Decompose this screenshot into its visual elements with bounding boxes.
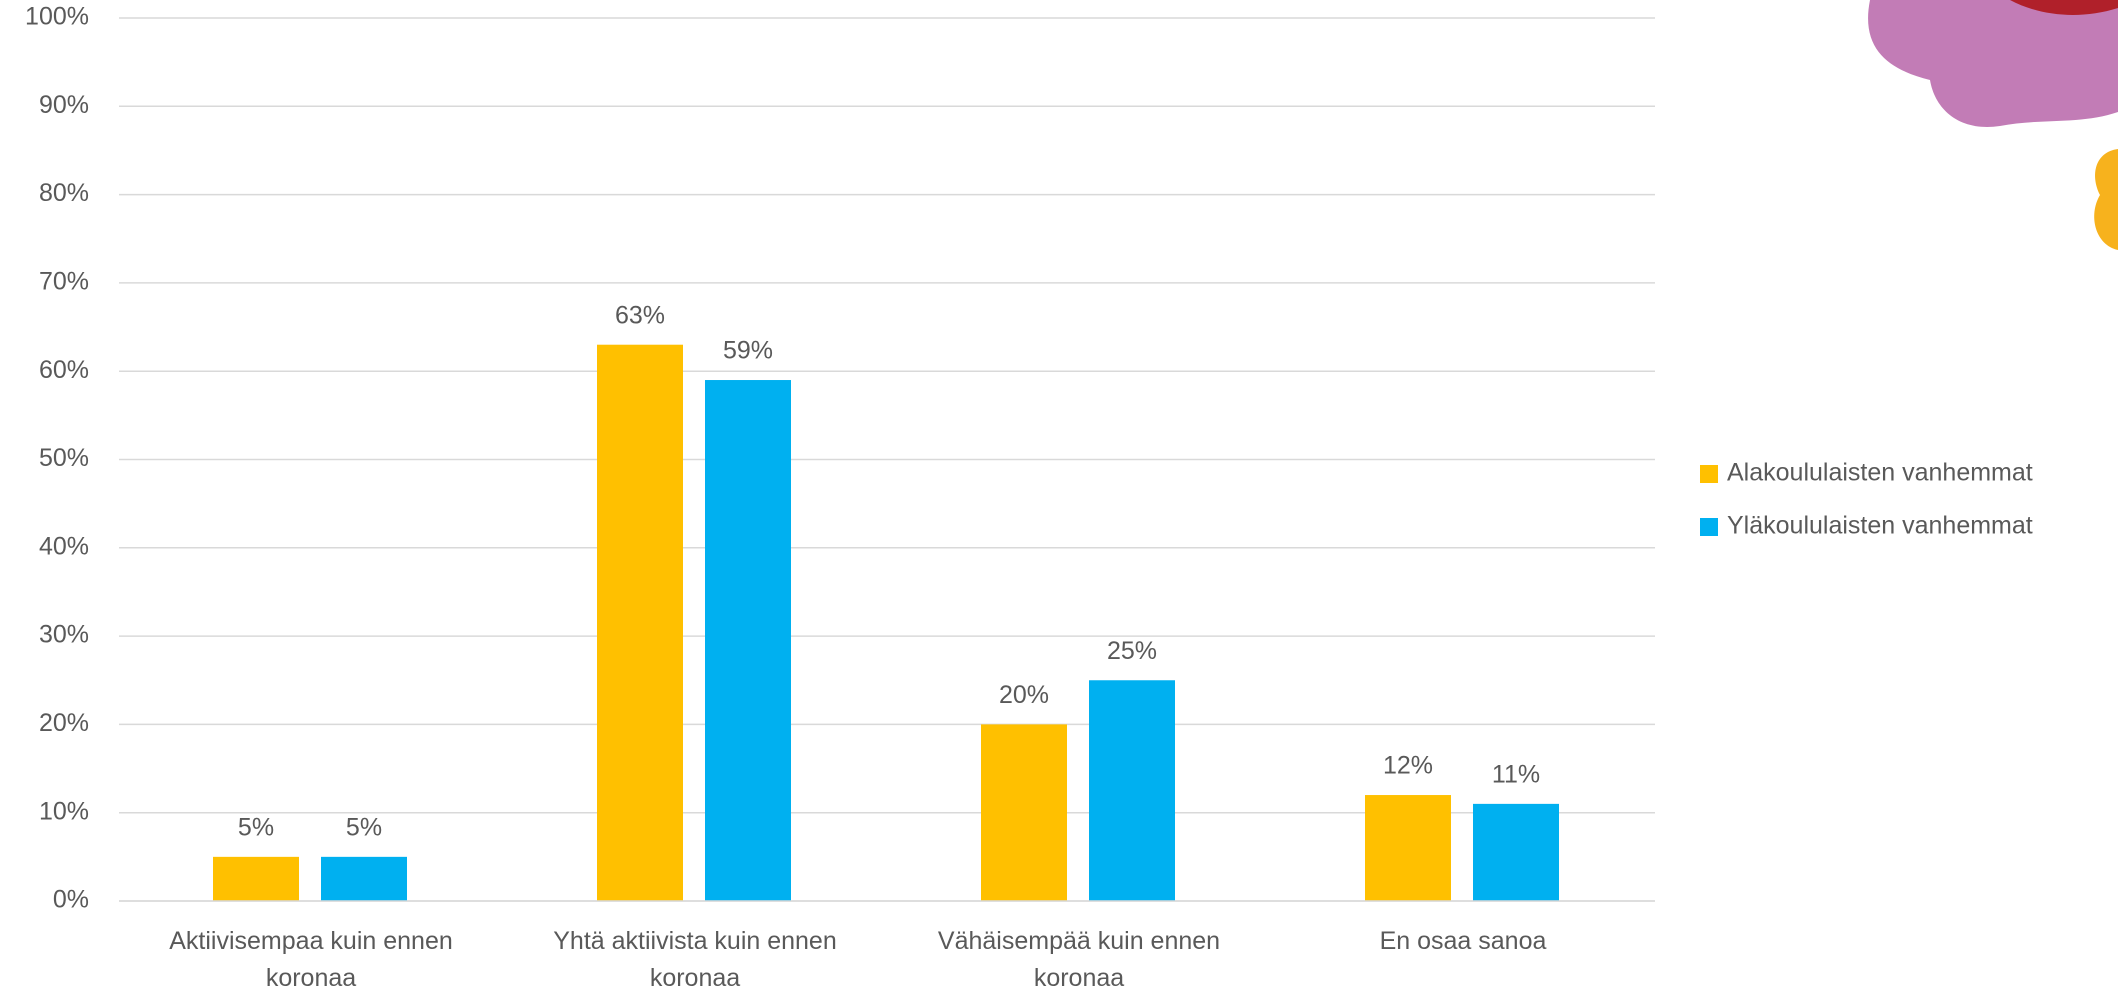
data-label: 5% [346,813,382,841]
y-tick-label: 20% [39,709,89,737]
y-tick-label: 0% [53,886,89,914]
data-label: 12% [1383,752,1433,780]
y-tick-label: 90% [39,91,89,119]
data-label: 59% [723,337,773,365]
x-label-box: Vähäisempää kuin ennen koronaa [937,927,1221,992]
y-tick-label: 70% [39,268,89,296]
bar [705,380,791,901]
bar [213,856,299,901]
legend-label: Yläkoululaisten vanhemmat [1727,512,2033,540]
bar [981,724,1067,901]
x-tick-label: Aktiivisempaa kuin ennen koronaa [169,927,453,992]
y-tick-label: 50% [39,444,89,472]
data-label: 11% [1492,760,1540,788]
y-tick-label: 30% [39,621,89,649]
y-tick-label: 80% [39,179,89,207]
bar [1089,680,1175,901]
legend-marker [1700,518,1718,536]
bar [597,344,683,902]
x-tick-label: Vähäisempää kuin ennen koronaa [937,927,1221,992]
data-label: 63% [615,301,665,329]
x-tick-label: Yhtä aktiivista kuin ennen koronaa [553,927,837,992]
y-tick-label: 60% [39,356,89,384]
x-label-box: En osaa sanoa [1379,927,1547,955]
x-tick-label: En osaa sanoa [1379,927,1547,955]
x-label-box: Yhtä aktiivista kuin ennen koronaa [553,927,837,992]
y-tick-label: 40% [39,532,89,560]
x-label-box: Aktiivisempaa kuin ennen koronaa [169,927,453,992]
legend-label: Alakoululaisten vanhemmat [1727,459,2033,487]
y-tick-label: 100% [25,3,89,31]
data-label: 25% [1107,637,1157,665]
data-label: 5% [238,813,274,841]
bar [321,856,407,901]
data-label: 20% [999,681,1049,709]
legend-marker [1700,465,1718,483]
bar [1365,795,1451,901]
y-tick-label: 10% [39,797,89,825]
decoration [1868,0,2118,250]
bar [1473,803,1559,901]
